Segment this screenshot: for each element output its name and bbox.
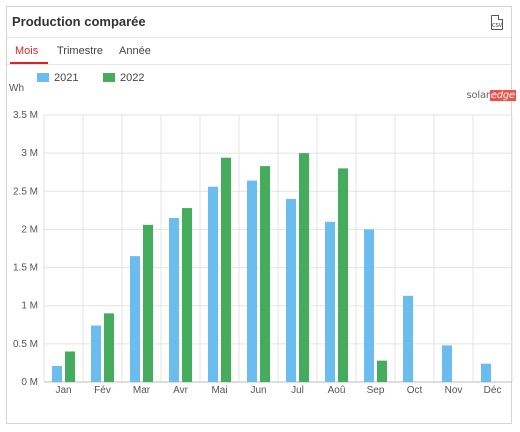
x-tick-label: Mar — [133, 385, 151, 396]
y-tick-label: 2.5 M — [13, 186, 38, 197]
bar-2022-Jun — [260, 166, 270, 382]
legend-item-2021[interactable]: 2021 — [37, 72, 78, 84]
bar-2021-Fév — [91, 325, 101, 382]
bar-2021-Nov — [442, 345, 452, 382]
bar-2022-Jul — [299, 153, 309, 382]
bar-2021-Déc — [481, 363, 491, 382]
legend-label-2021: 2021 — [54, 72, 79, 84]
y-tick-label: 0.5 M — [13, 339, 38, 350]
solaredge-logo: solaredge — [466, 90, 516, 101]
bar-2022-Fév — [104, 313, 114, 382]
bar-2021-Mai — [208, 186, 218, 382]
x-tick-label: Jan — [55, 385, 71, 396]
y-tick-label: 1 M — [21, 301, 38, 312]
bar-2022-Jan — [65, 351, 75, 382]
legend-label-2022: 2022 — [120, 72, 145, 84]
bar-2022-Sep — [377, 360, 387, 382]
legend-swatch-2021 — [37, 73, 49, 82]
y-tick-label: 2 M — [21, 224, 38, 235]
x-tick-label: Jul — [291, 385, 304, 396]
bar-2021-Jul — [286, 198, 296, 382]
bar-2021-Jun — [247, 180, 257, 382]
tab-trimestre[interactable]: Trimestre — [57, 45, 104, 57]
x-tick-label: Jun — [250, 385, 266, 396]
x-tick-label: Nov — [445, 385, 463, 396]
card-header: Production comparée CSV — [7, 7, 511, 38]
card-title: Production comparée — [12, 14, 146, 29]
x-tick-label: Oct — [407, 385, 423, 396]
x-tick-label: Avr — [173, 385, 188, 396]
bar-2021-Aoû — [325, 221, 335, 382]
bar-2022-Mai — [221, 157, 231, 382]
legend-item-2022[interactable]: 2022 — [103, 72, 144, 84]
bar-2021-Oct — [403, 295, 413, 382]
bar-2022-Avr — [182, 208, 192, 382]
y-tick-label: 0 M — [21, 377, 38, 388]
x-tick-label: Déc — [484, 385, 502, 396]
bar-2021-Jan — [52, 365, 62, 382]
period-tabs: Mois Trimestre Année — [7, 38, 511, 65]
bar-2021-Avr — [169, 217, 179, 382]
y-axis-unit: Wh — [9, 83, 24, 94]
production-card: Production comparée CSV Mois Trimestre A… — [6, 6, 512, 424]
y-tick-label: 3 M — [21, 148, 38, 159]
x-tick-label: Mai — [211, 385, 227, 396]
bar-2022-Aoû — [338, 168, 348, 382]
logo-solar: solar — [466, 90, 490, 101]
x-tick-label: Fév — [94, 385, 111, 396]
y-tick-label: 3.5 M — [13, 110, 38, 121]
csv-export-icon[interactable]: CSV — [491, 15, 503, 30]
logo-edge: edge — [489, 90, 516, 101]
legend-swatch-2022 — [103, 73, 115, 82]
x-tick-label: Aoû — [328, 385, 346, 396]
tab-annee[interactable]: Année — [119, 45, 151, 57]
active-tab-indicator — [10, 62, 48, 64]
bar-2021-Sep — [364, 229, 374, 382]
x-tick-label: Sep — [367, 385, 385, 396]
y-tick-label: 1.5 M — [13, 263, 38, 274]
tab-mois[interactable]: Mois — [15, 45, 39, 57]
bar-2021-Mar — [130, 256, 140, 382]
bar-2022-Mar — [143, 224, 153, 382]
